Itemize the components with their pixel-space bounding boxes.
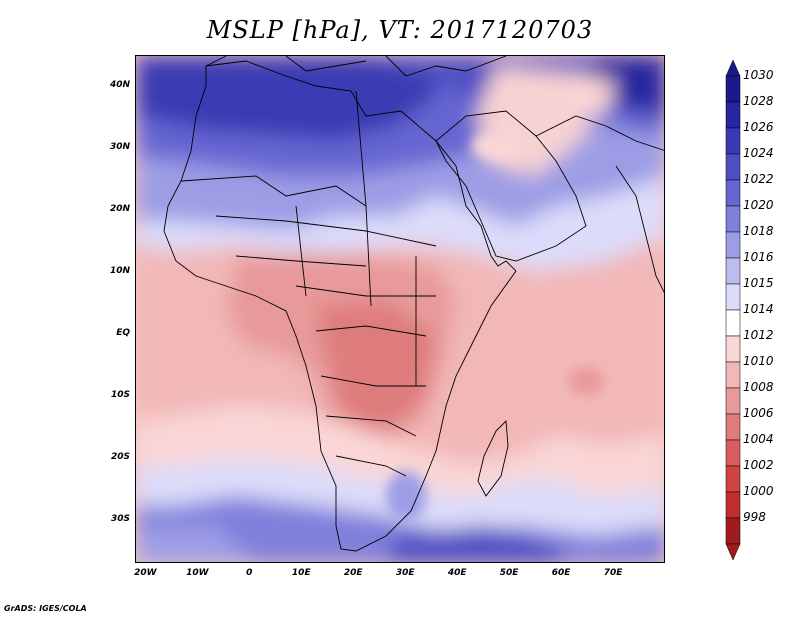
lat-label: 10N [109,265,130,276]
lat-label: 40N [109,79,130,90]
legend-swatch [725,361,741,389]
lat-label: 20S [110,451,130,462]
legend-label: 1022 [743,172,774,186]
legend-label: 1010 [743,354,774,368]
lat-label: EQ [116,327,130,338]
credit-text: GrADS: IGES/COLA [4,604,87,613]
legend-swatch [725,283,741,311]
lon-label: 50E [499,568,519,578]
legend-swatch [725,75,741,103]
legend-label: 1016 [743,250,774,264]
legend-swatch [725,387,741,415]
legend-label: 1028 [743,94,774,108]
legend-swatch [725,205,741,233]
color-legend [725,60,741,560]
legend-label: 1018 [743,224,774,238]
legend-label: 1008 [743,380,774,394]
coastlines [163,56,664,552]
legend-swatch [725,491,741,519]
legend-swatch [725,257,741,285]
legend-arrow-top [725,60,741,77]
legend-label: 1012 [743,328,774,342]
legend-label: 1024 [743,146,774,160]
legend-swatch [725,231,741,259]
pressure-map [135,55,665,563]
lon-label: 10E [291,568,311,578]
map-title: MSLP [hPa], VT: 2017120703 [206,16,594,44]
legend-label: 1030 [743,68,774,82]
lon-label: 60E [551,568,571,578]
legend-label: 1004 [743,432,774,446]
legend-arrow-bottom [725,543,741,560]
legend-label: 998 [743,510,766,524]
lat-label: 20N [109,203,130,214]
legend-swatch [725,335,741,363]
lon-label: 10W [186,568,209,578]
legend-swatch [725,101,741,129]
legend-label: 1026 [743,120,774,134]
legend-swatch [725,413,741,441]
map-svg [136,56,664,562]
legend-label: 1014 [743,302,774,316]
lon-label: 0 [246,568,253,578]
lon-label: 20E [343,568,363,578]
legend-label: 1002 [743,458,774,472]
lat-label: 30N [109,141,130,152]
lon-label: 40E [447,568,467,578]
legend-swatch [725,465,741,493]
lon-label: 20W [134,568,157,578]
lon-label: 30E [395,568,415,578]
legend-label: 1000 [743,484,774,498]
legend-label: 1015 [743,276,774,290]
legend-swatch [725,179,741,207]
lat-label: 30S [110,513,130,524]
lon-label: 70E [603,568,623,578]
legend-swatch [725,517,741,545]
lat-label: 10S [110,389,130,400]
legend-label: 1006 [743,406,774,420]
legend-swatch [725,439,741,467]
legend-swatch [725,127,741,155]
legend-label: 1020 [743,198,774,212]
legend-swatch [725,309,741,337]
legend-swatch [725,153,741,181]
